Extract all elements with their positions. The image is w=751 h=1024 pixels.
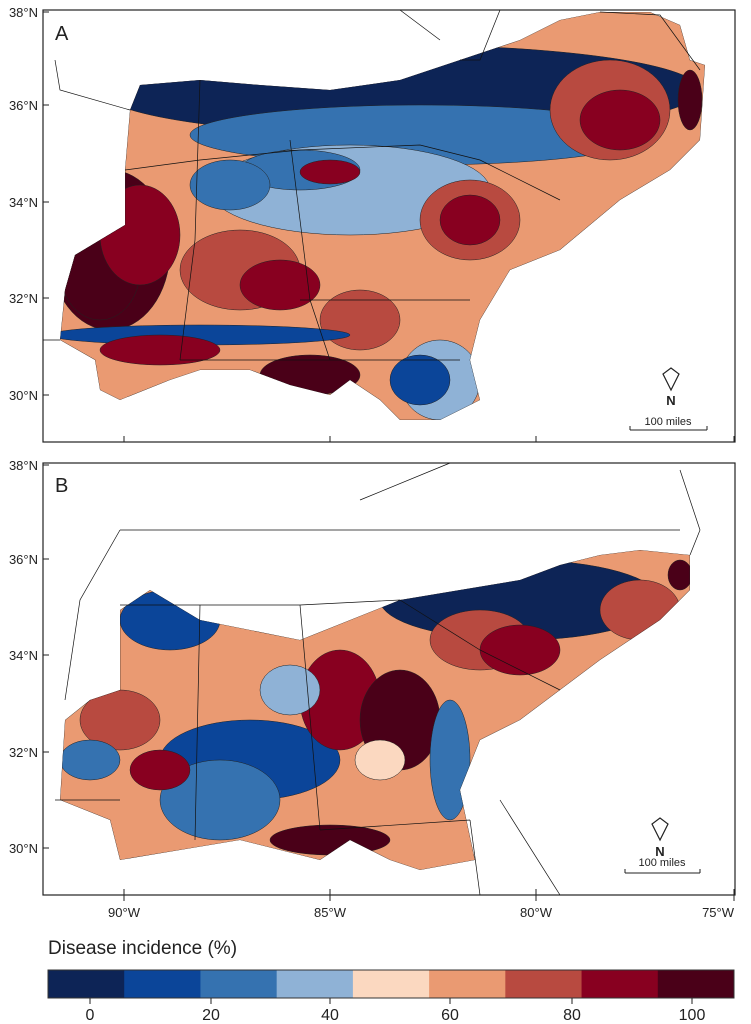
legend-color-swatch [429,970,506,998]
latitude-tick-label: 32°N [9,745,38,760]
scale-bar-label: 100 miles [638,857,686,869]
panel-b: B 38°N 36°N 34°N 32°N 30°N N 100 miles [9,458,736,896]
latitude-tick-label: 38°N [9,5,38,20]
panel-b-state-boundaries [55,462,701,896]
scale-bar-label: 100 miles [644,416,692,428]
latitude-tick-label: 36°N [9,98,38,113]
latitude-tick-label: 34°N [9,195,38,210]
legend-color-swatch [581,970,659,998]
incidence-contour-zone [439,194,501,246]
incidence-contour-zone [60,739,121,781]
legend-tick-label: 60 [441,1007,459,1024]
incidence-contour-zone [319,289,401,351]
incidence-contour-zone [259,664,321,716]
legend-title: Disease incidence (%) [48,938,237,959]
panel-b-latitude-axis: 38°N 36°N 34°N 32°N 30°N [9,458,49,856]
legend-color-swatch [200,970,278,998]
latitude-tick-label: 32°N [9,291,38,306]
incidence-contour-zone [159,759,281,841]
incidence-contour-zone [579,89,661,151]
incidence-contour-zone [99,334,221,366]
legend-tick-label: 20 [202,1007,220,1024]
panel-a-scale-bar: 100 miles [629,416,708,431]
incidence-contour-zone [189,159,271,211]
legend-color-swatch [124,970,201,998]
longitude-axis: 90°W 85°W 80°W 75°W [108,436,735,920]
latitude-tick-label: 38°N [9,458,38,473]
legend-color-swatch [657,970,735,998]
panel-a: A 38°N 36°N 34°N 32°N 30°N N 100 miles [9,5,736,443]
incidence-contour-zone [299,159,361,185]
incidence-contour-zone [389,354,451,406]
legend-color-swatch [276,970,354,998]
incidence-contour-zone [667,559,690,591]
latitude-tick-label: 36°N [9,552,38,567]
legend-tick-label: 40 [321,1007,339,1024]
panel-a-latitude-axis: 38°N 36°N 34°N 32°N 30°N [9,5,49,403]
north-arrow-icon [662,367,680,392]
legend-color-swatch [48,970,125,998]
legend-tick-label: 80 [563,1007,581,1024]
panel-b-scale-bar: 100 miles [624,857,701,874]
incidence-contour-zone [129,749,191,791]
panel-a-north-arrow: N [662,367,680,408]
color-legend: Disease incidence (%) 0 20 40 60 80 100 [47,938,735,1024]
longitude-tick-label: 90°W [108,905,141,920]
panel-a-incidence-surface [60,12,705,420]
latitude-tick-label: 30°N [9,841,38,856]
latitude-tick-label: 34°N [9,648,38,663]
incidence-contour-zone [239,259,321,311]
legend-color-swatch [505,970,583,998]
legend-tick-label: 0 [86,1007,95,1024]
legend-color-swatch [352,970,430,998]
incidence-contour-zone [479,624,561,676]
panel-b-north-arrow: N [651,817,669,859]
longitude-tick-label: 85°W [314,905,347,920]
north-label: N [666,393,675,408]
incidence-contour-zone [677,69,703,131]
panel-b-label: B [55,475,68,497]
latitude-tick-label: 30°N [9,388,38,403]
north-label: N [655,844,664,859]
longitude-tick-label: 75°W [702,905,735,920]
panel-a-label: A [55,23,69,45]
legend-tick-label: 100 [679,1007,706,1024]
panel-a-state-boundaries [43,9,701,361]
north-arrow-icon [651,817,669,842]
longitude-tick-label: 80°W [520,905,553,920]
incidence-contour-zone [354,739,406,781]
